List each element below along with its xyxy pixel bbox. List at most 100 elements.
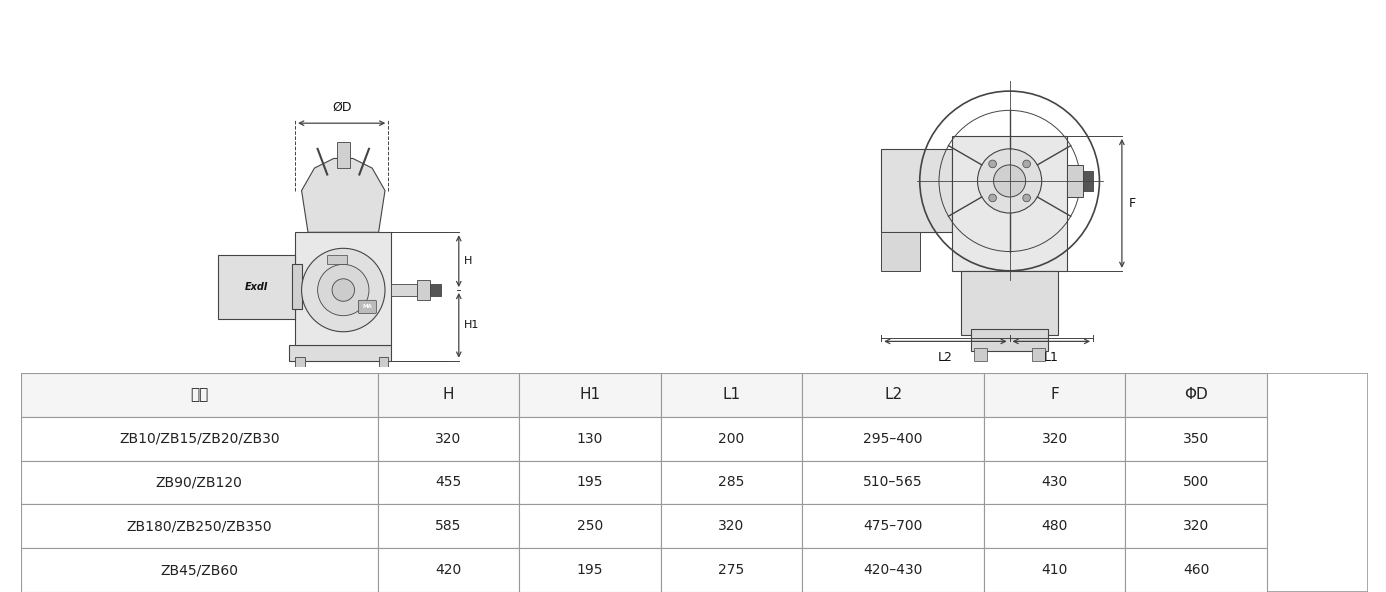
Text: ZB90/ZB120: ZB90/ZB120 — [155, 475, 243, 490]
Text: ZB45/ZB60: ZB45/ZB60 — [161, 563, 238, 577]
Text: 275: 275 — [718, 563, 744, 577]
Text: 475–700: 475–700 — [863, 519, 923, 533]
Text: 350: 350 — [1184, 432, 1210, 446]
Bar — [661, 461, 802, 504]
Text: 195: 195 — [577, 475, 603, 490]
Bar — [984, 461, 1125, 504]
Text: 460: 460 — [1184, 563, 1210, 577]
Text: 320: 320 — [1042, 432, 1067, 446]
Bar — [292, 265, 302, 309]
Text: ZB10/ZB15/ZB20/ZB30: ZB10/ZB15/ZB20/ZB30 — [119, 432, 280, 446]
Text: 285: 285 — [718, 475, 744, 490]
Text: MA: MA — [363, 304, 373, 309]
Bar — [661, 504, 802, 548]
Bar — [417, 281, 430, 300]
Bar — [378, 548, 520, 592]
Text: 500: 500 — [1184, 475, 1210, 490]
Bar — [661, 548, 802, 592]
Bar — [430, 284, 441, 297]
Text: H1: H1 — [463, 320, 480, 330]
Text: L2: L2 — [884, 387, 902, 403]
Bar — [952, 136, 1067, 271]
Text: 320: 320 — [718, 519, 744, 533]
Bar — [295, 232, 391, 345]
Bar — [1084, 171, 1094, 191]
Bar — [520, 461, 661, 504]
Bar — [1033, 348, 1045, 361]
Circle shape — [988, 160, 997, 168]
Text: 外形和外形尺寸: 外形和外形尺寸 — [21, 12, 96, 30]
Circle shape — [994, 165, 1026, 197]
Bar — [984, 417, 1125, 461]
Bar — [984, 373, 1125, 417]
Bar — [295, 358, 305, 367]
Bar — [1125, 417, 1267, 461]
Bar — [661, 373, 802, 417]
Bar — [218, 255, 295, 319]
Text: 130: 130 — [577, 432, 603, 446]
Bar — [881, 149, 952, 232]
Text: F: F — [1128, 197, 1135, 210]
Bar — [378, 504, 520, 548]
Text: 195: 195 — [577, 563, 603, 577]
Bar — [962, 271, 1058, 335]
Polygon shape — [302, 159, 385, 232]
Bar — [378, 461, 520, 504]
Bar — [1125, 461, 1267, 504]
Bar — [1125, 373, 1267, 417]
Bar — [984, 504, 1125, 548]
Bar — [21, 373, 378, 417]
Bar — [21, 417, 378, 461]
Bar — [520, 417, 661, 461]
Text: H: H — [463, 256, 473, 266]
Bar — [661, 417, 802, 461]
Bar — [802, 504, 984, 548]
Bar — [802, 417, 984, 461]
Bar — [974, 348, 987, 361]
Text: ØD: ØD — [331, 101, 352, 114]
Bar — [802, 461, 984, 504]
Text: H: H — [442, 387, 455, 403]
Circle shape — [1023, 160, 1030, 168]
Text: 320: 320 — [1184, 519, 1210, 533]
Text: F: F — [1051, 387, 1059, 403]
Bar — [378, 358, 388, 367]
Circle shape — [302, 248, 385, 332]
Bar — [802, 548, 984, 592]
Text: 585: 585 — [435, 519, 462, 533]
Bar — [802, 373, 984, 417]
Bar — [21, 548, 378, 592]
Bar — [327, 255, 346, 265]
Text: 510–565: 510–565 — [863, 475, 923, 490]
Text: ZB180/ZB250/ZB350: ZB180/ZB250/ZB350 — [126, 519, 272, 533]
Bar — [337, 143, 349, 168]
Text: L2: L2 — [938, 351, 952, 364]
Text: ΦD: ΦD — [1185, 387, 1209, 403]
Text: ExdI: ExdI — [245, 282, 269, 292]
Circle shape — [977, 149, 1042, 213]
FancyBboxPatch shape — [359, 300, 377, 313]
Bar — [1125, 548, 1267, 592]
Bar — [520, 548, 661, 592]
Text: 250: 250 — [577, 519, 603, 533]
Bar — [21, 461, 378, 504]
Text: 455: 455 — [435, 475, 462, 490]
Text: 320: 320 — [435, 432, 462, 446]
Text: 410: 410 — [1041, 563, 1069, 577]
Text: L1: L1 — [1044, 351, 1059, 364]
Text: 295–400: 295–400 — [863, 432, 923, 446]
Bar — [520, 373, 661, 417]
Text: 430: 430 — [1042, 475, 1067, 490]
Bar — [520, 504, 661, 548]
Text: 480: 480 — [1041, 519, 1069, 533]
Circle shape — [333, 279, 355, 301]
Bar — [1067, 165, 1084, 197]
Circle shape — [1023, 194, 1030, 202]
Bar — [881, 232, 920, 271]
Text: H1: H1 — [579, 387, 600, 403]
Bar — [378, 417, 520, 461]
Bar — [1125, 504, 1267, 548]
Text: 420–430: 420–430 — [863, 563, 923, 577]
Bar — [21, 504, 378, 548]
Circle shape — [988, 194, 997, 202]
